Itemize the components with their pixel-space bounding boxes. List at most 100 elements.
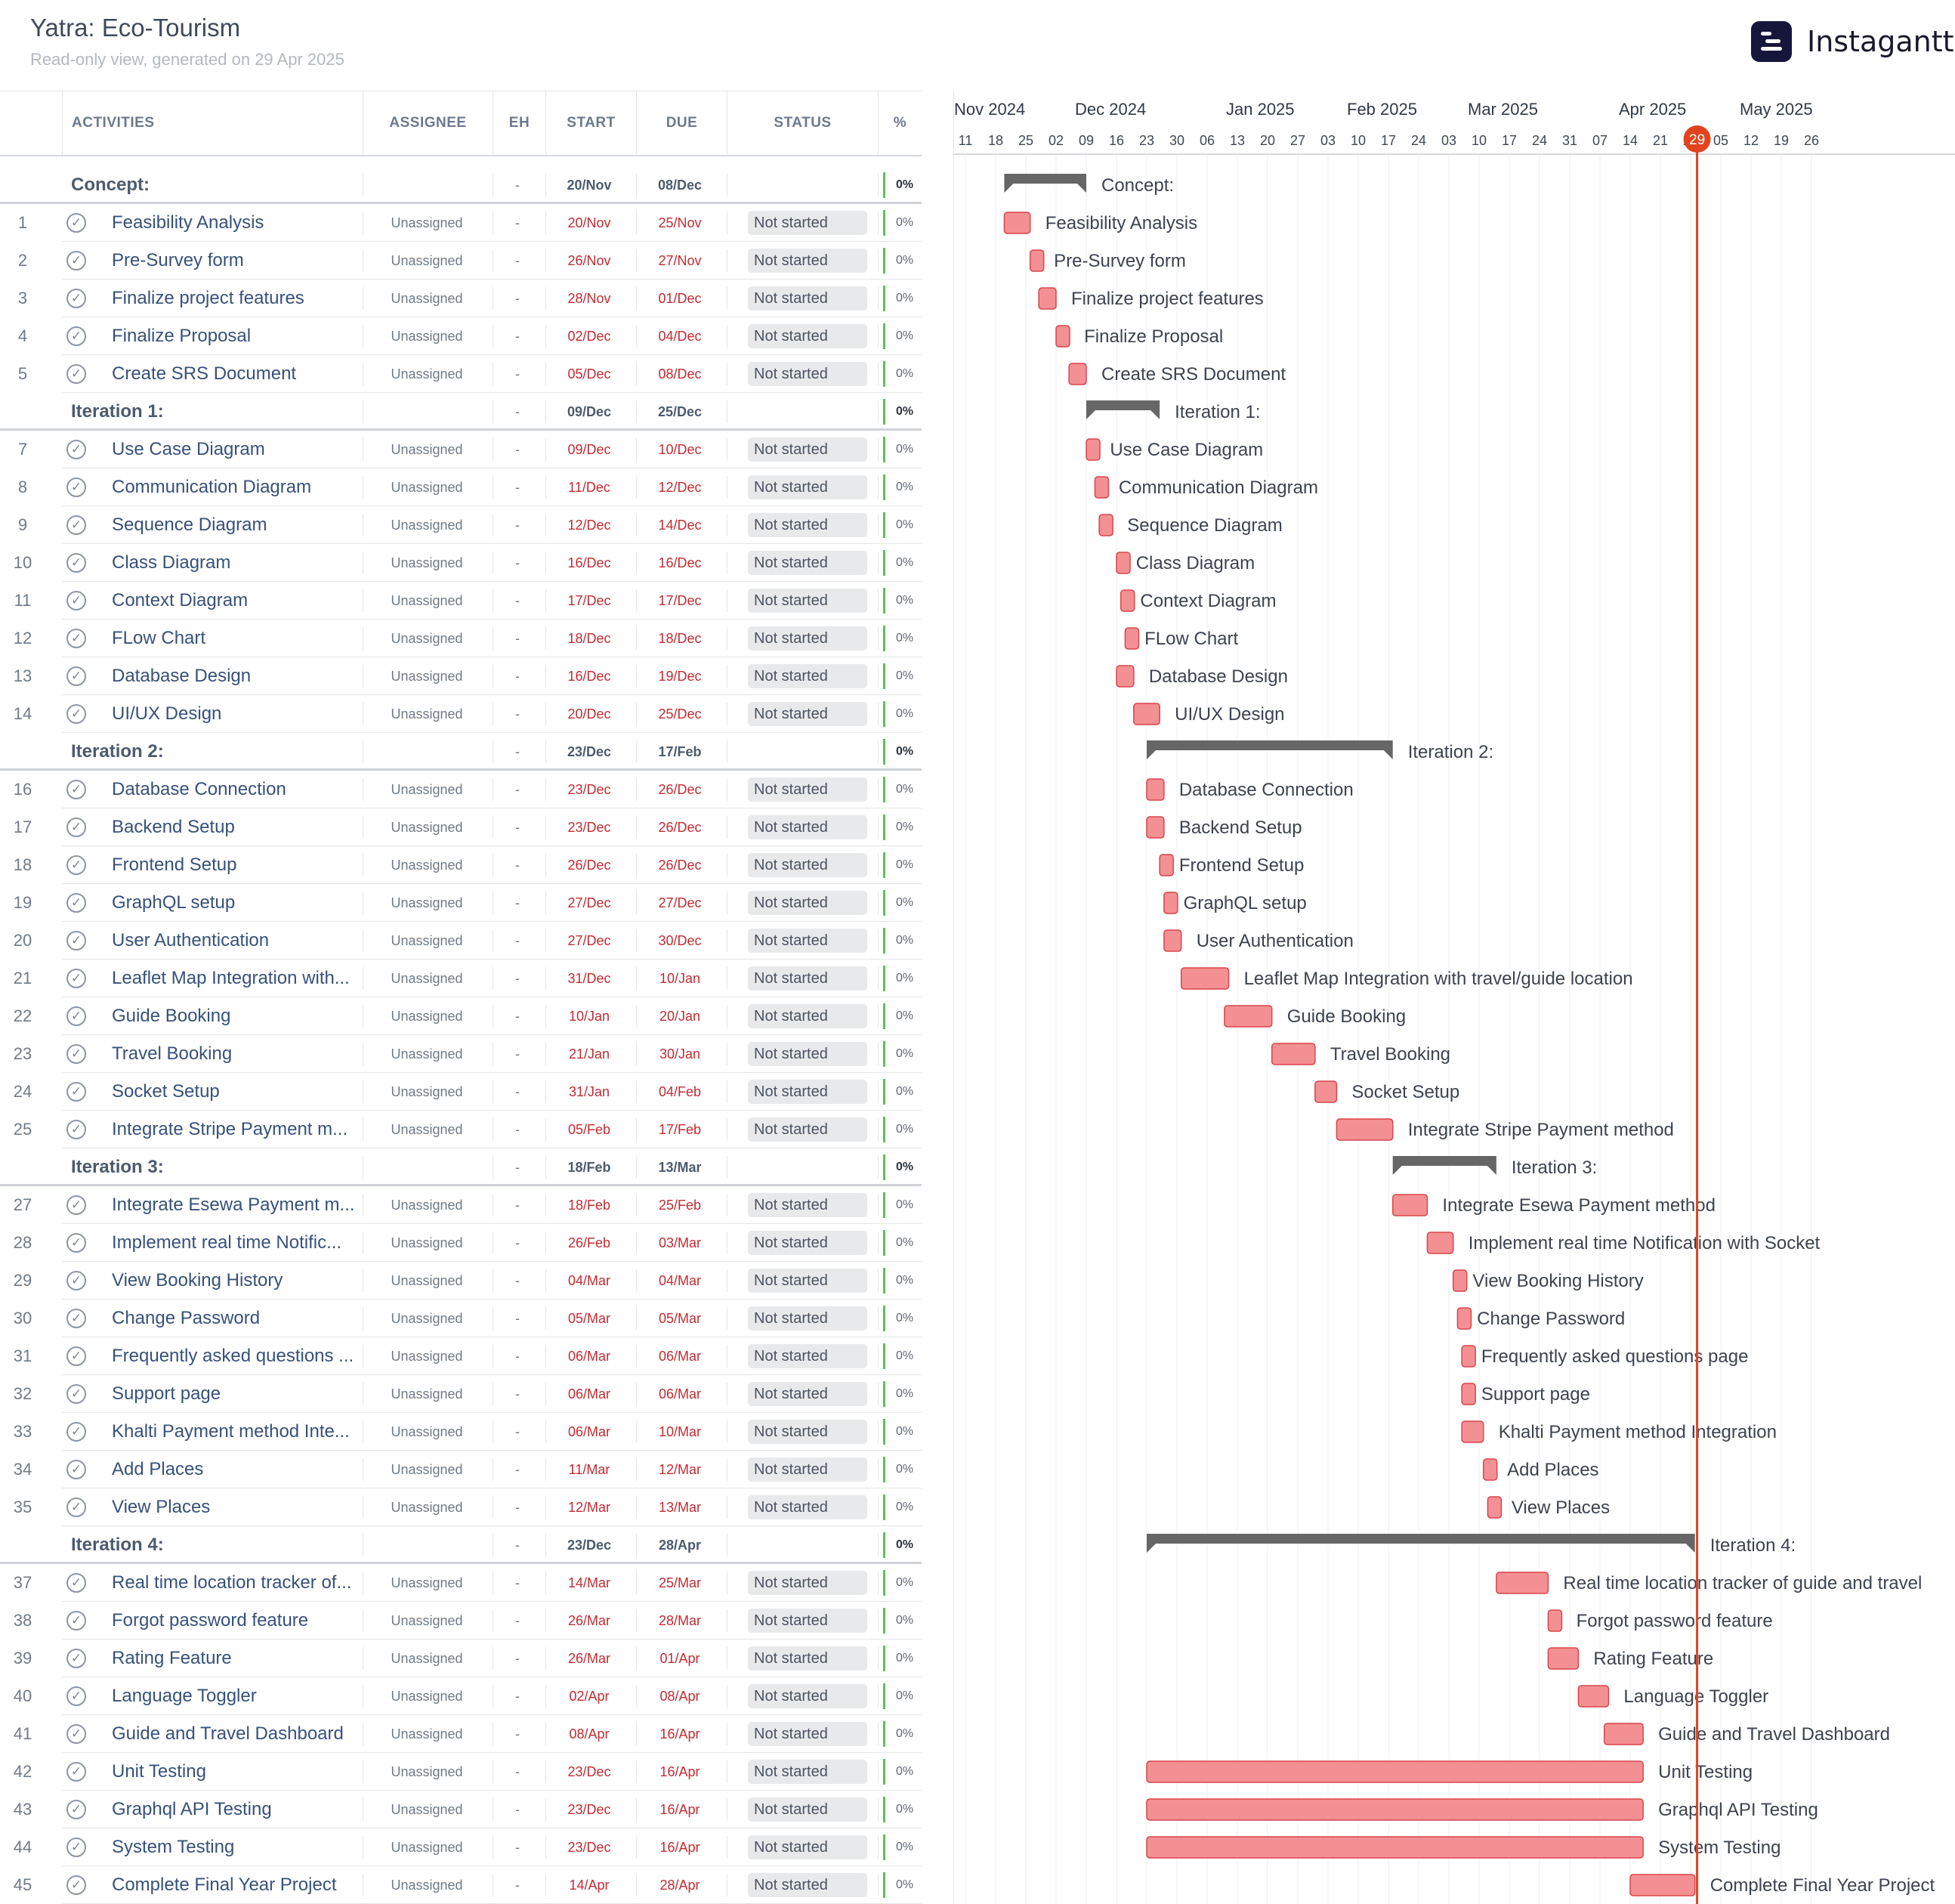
percent-complete[interactable]: 0% [896,783,914,796]
due-date[interactable]: 12/Dec [658,480,702,495]
complete-checkbox-icon[interactable]: ✓ [66,629,86,648]
start-date[interactable]: 11/Dec [568,480,610,495]
status-badge[interactable]: Not started [748,1420,867,1444]
estimated-hours[interactable]: - [515,1160,520,1175]
percent-complete[interactable]: 0% [896,329,914,342]
status-badge[interactable]: Not started [748,324,867,348]
table-row[interactable]: 35 ✓ View Places Unassigned Not started - 12/M… [0,1488,922,1526]
start-date[interactable]: 02/Dec [567,329,611,344]
task-name[interactable]: User Authentication [112,930,270,950]
start-date[interactable]: 02/Apr [569,1689,610,1704]
assignee[interactable]: Unassigned [391,480,463,495]
table-row[interactable]: 28 ✓ Implement real time Notific... Unassig… [0,1224,922,1262]
due-date[interactable]: 25/Dec [657,404,703,419]
table-row[interactable]: 9 ✓ Sequence Diagram Unassigned Not started -… [0,506,922,544]
start-date[interactable]: 14/Mar [567,1575,611,1590]
assignee[interactable]: Unassigned [391,971,463,986]
task-name[interactable]: FLow Chart [112,628,206,648]
complete-checkbox-icon[interactable]: ✓ [66,1233,86,1253]
assignee[interactable]: Unassigned [391,858,463,873]
assignee[interactable]: Unassigned [391,593,463,608]
due-date[interactable]: 06/Mar [658,1349,702,1364]
complete-checkbox-icon[interactable]: ✓ [66,1422,86,1442]
status-badge[interactable]: Not started [748,551,867,575]
status-badge[interactable]: Not started [748,362,867,386]
status-badge[interactable]: Not started [748,1042,867,1066]
status-badge[interactable]: Not started [748,249,867,273]
percent-complete[interactable]: 0% [896,1312,914,1324]
status-badge[interactable]: Not started [748,1835,867,1859]
status-badge[interactable]: Not started [748,437,867,462]
table-row[interactable]: 43 ✓ Graphql API Testing Unassigned Not star… [0,1791,922,1828]
start-date[interactable]: 18/Feb [567,1160,611,1175]
complete-checkbox-icon[interactable]: ✓ [66,515,86,535]
percent-complete[interactable]: 0% [896,1841,914,1853]
assignee[interactable]: Unassigned [391,1311,463,1326]
table-row[interactable]: 30 ✓ Change Password Unassigned Not started -… [0,1300,922,1337]
status-badge[interactable]: Not started [748,1646,867,1671]
complete-checkbox-icon[interactable]: ✓ [66,1800,86,1819]
due-date[interactable]: 28/Mar [658,1613,702,1628]
estimated-hours[interactable]: - [515,1538,520,1553]
percent-complete[interactable]: 0% [896,1765,914,1778]
table-row[interactable]: 24 ✓ Socket Setup Unassigned Not started - 31/… [0,1073,922,1111]
task-name[interactable]: Change Password [112,1308,261,1328]
assignee[interactable]: Unassigned [391,1349,463,1364]
start-date[interactable]: 06/Mar [567,1386,611,1402]
due-date[interactable]: 25/Mar [658,1575,702,1590]
estimated-hours[interactable]: - [515,1273,520,1288]
task-name[interactable]: Feasibility Analysis [112,212,264,233]
group-name[interactable]: Iteration 1: [71,401,164,422]
assignee[interactable]: Unassigned [391,820,463,835]
complete-checkbox-icon[interactable]: ✓ [66,1309,86,1328]
column-header-percent[interactable]: % [878,91,922,155]
table-row[interactable]: 14 ✓ UI/UX Design Unassigned Not started - 20/… [0,695,922,733]
start-date[interactable]: 20/Nov [567,215,611,230]
estimated-hours[interactable]: - [515,215,520,230]
group-row[interactable]: Iteration 4: - 23/Dec 28/Apr 0% [0,1526,922,1564]
status-badge[interactable]: Not started [748,1722,867,1746]
status-badge[interactable]: Not started [748,1760,867,1784]
percent-complete[interactable]: 0% [896,1387,914,1400]
estimated-hours[interactable]: - [515,1122,520,1137]
due-date[interactable]: 16/Apr [659,1840,700,1855]
assignee[interactable]: Unassigned [391,1046,463,1062]
table-row[interactable]: 18 ✓ Frontend Setup Unassigned Not started - 2… [0,846,922,884]
assignee[interactable]: Unassigned [391,1122,463,1137]
task-name[interactable]: Complete Final Year Project [112,1875,337,1895]
task-name[interactable]: Frequently asked questions ... [112,1346,354,1366]
task-name[interactable]: View Places [112,1497,211,1517]
status-badge[interactable]: Not started [748,853,867,877]
estimated-hours[interactable]: - [515,706,520,722]
percent-complete[interactable]: 0% [896,594,914,607]
status-badge[interactable]: Not started [748,702,867,726]
group-row[interactable]: Iteration 3: - 18/Feb 13/Mar 0% [0,1148,922,1186]
assignee[interactable]: Unassigned [391,366,463,382]
task-name[interactable]: Guide Booking [112,1006,231,1026]
estimated-hours[interactable]: - [515,1500,520,1515]
estimated-hours[interactable]: - [515,1424,520,1439]
due-date[interactable]: 13/Mar [658,1500,702,1515]
start-date[interactable]: 05/Feb [567,1122,611,1137]
due-date[interactable]: 16/Apr [659,1726,700,1742]
task-name[interactable]: Communication Diagram [112,477,312,497]
group-name[interactable]: Iteration 2: [71,741,164,762]
percent-complete[interactable]: 0% [896,1009,914,1022]
due-date[interactable]: 25/Dec [658,706,702,722]
due-date[interactable]: 03/Mar [658,1235,702,1250]
table-row[interactable]: 1 ✓ Feasibility Analysis Unassigned Not star… [0,204,922,242]
percent-complete[interactable]: 0% [896,1236,914,1249]
estimated-hours[interactable]: - [515,404,520,419]
percent-complete[interactable]: 0% [896,1425,914,1438]
start-date[interactable]: 09/Dec [567,442,611,457]
due-date[interactable]: 16/Apr [659,1764,700,1779]
due-date[interactable]: 01/Dec [658,291,702,306]
assignee[interactable]: Unassigned [391,1198,463,1213]
task-name[interactable]: Language Toggler [112,1686,257,1706]
table-row[interactable]: 42 ✓ Unit Testing Unassigned Not started - 23/… [0,1753,922,1791]
estimated-hours[interactable]: - [515,1802,520,1817]
estimated-hours[interactable]: - [515,820,520,835]
table-row[interactable]: 2 ✓ Pre-Survey form Unassigned Not started - 2… [0,242,922,280]
estimated-hours[interactable]: - [515,178,520,193]
due-date[interactable]: 06/Mar [658,1386,702,1402]
